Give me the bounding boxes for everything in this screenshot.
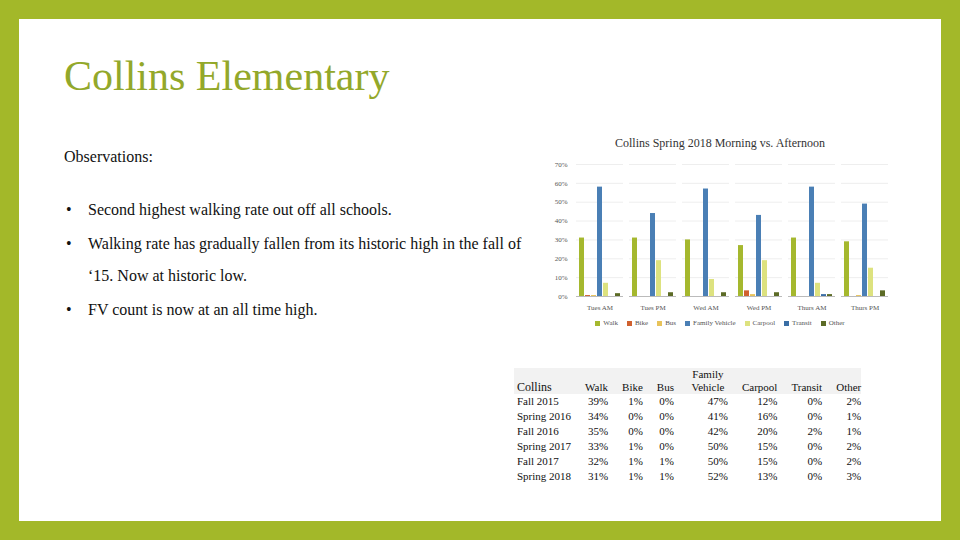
html-text:Spring 2016: Spring 2016 bbox=[517, 410, 572, 422]
svg-text:40%: 40% bbox=[555, 217, 568, 225]
svg-text:10%: 10% bbox=[555, 274, 568, 282]
svg-text:Thurs AM: Thurs AM bbox=[798, 304, 828, 312]
html-text:1%: 1% bbox=[628, 470, 643, 482]
html-text:2%: 2% bbox=[846, 455, 862, 467]
html-text:Transit: Transit bbox=[791, 381, 823, 393]
html-text:Spring 2018: Spring 2018 bbox=[517, 470, 572, 482]
svg-text:Thurs PM: Thurs PM bbox=[851, 304, 880, 312]
html-text:0%: 0% bbox=[807, 455, 823, 467]
html-text:1%: 1% bbox=[628, 455, 643, 467]
html-text:50%: 50% bbox=[707, 455, 728, 467]
html-text:Transit: Transit bbox=[792, 319, 812, 327]
html-text:32%: 32% bbox=[587, 455, 608, 467]
html-text:Fall 2017: Fall 2017 bbox=[517, 455, 559, 467]
html-text:33%: 33% bbox=[587, 440, 608, 452]
html-text:Second highest walking rate ou: Second highest walking rate out off all … bbox=[88, 201, 392, 218]
html-text:16%: 16% bbox=[757, 410, 778, 422]
html-text:0%: 0% bbox=[807, 440, 823, 452]
html-text:15%: 15% bbox=[757, 455, 778, 467]
svg-text:Tues PM: Tues PM bbox=[640, 304, 666, 312]
html-text:50%: 50% bbox=[707, 440, 728, 452]
html-text:Carpool: Carpool bbox=[752, 319, 776, 327]
html-text:3%: 3% bbox=[846, 470, 862, 482]
html-text:Fall 2015: Fall 2015 bbox=[517, 395, 559, 407]
html-text:Collins Elementary: Collins Elementary bbox=[64, 53, 390, 99]
html-text:Observations:: Observations: bbox=[64, 148, 153, 165]
html-text:FV count is now at an all time: FV count is now at an all time high. bbox=[88, 301, 318, 318]
html-text:41%: 41% bbox=[707, 410, 728, 422]
html-text:1%: 1% bbox=[659, 455, 674, 467]
html-text:Other: Other bbox=[828, 319, 845, 327]
html-text:Walk: Walk bbox=[603, 319, 618, 327]
html-text:2%: 2% bbox=[807, 425, 823, 437]
html-text:Other: Other bbox=[836, 381, 862, 393]
html-text:2%: 2% bbox=[846, 395, 862, 407]
svg-text:Wed AM: Wed AM bbox=[693, 304, 719, 312]
html-text:1%: 1% bbox=[628, 440, 643, 452]
svg-text:30%: 30% bbox=[555, 236, 568, 244]
html-text:Walk: Walk bbox=[585, 381, 608, 393]
html-text:1%: 1% bbox=[846, 425, 862, 437]
html-text:15%: 15% bbox=[757, 440, 778, 452]
html-text:Family Vehicle: Family Vehicle bbox=[691, 368, 725, 393]
html-text:13%: 13% bbox=[757, 470, 778, 482]
html-text:Bus: Bus bbox=[656, 381, 674, 393]
html-text:2%: 2% bbox=[846, 440, 862, 452]
html-text:Bike: Bike bbox=[622, 381, 643, 393]
html-text:Collins: Collins bbox=[517, 380, 552, 394]
svg-text:70%: 70% bbox=[555, 161, 568, 169]
html-text:39%: 39% bbox=[587, 395, 608, 407]
svg-text:0%: 0% bbox=[558, 293, 568, 301]
html-text:Fall 2016: Fall 2016 bbox=[517, 425, 559, 437]
html-text:0%: 0% bbox=[628, 410, 643, 422]
svg-text:Tues AM: Tues AM bbox=[587, 304, 614, 312]
html-text:0%: 0% bbox=[807, 395, 823, 407]
html-text:31%: 31% bbox=[587, 470, 608, 482]
html-text:52%: 52% bbox=[707, 470, 728, 482]
html-text:0%: 0% bbox=[659, 395, 674, 407]
html-text:Carpool: Carpool bbox=[742, 381, 778, 393]
html-text:0%: 0% bbox=[659, 425, 674, 437]
html-text:0%: 0% bbox=[807, 470, 823, 482]
html-text:1%: 1% bbox=[659, 470, 674, 482]
html-text:1%: 1% bbox=[628, 395, 643, 407]
html-text:Bike: Bike bbox=[635, 319, 649, 327]
html-text:0%: 0% bbox=[807, 410, 823, 422]
html-text:20%: 20% bbox=[757, 425, 778, 437]
html-text:42%: 42% bbox=[707, 425, 728, 437]
html-text:47%: 47% bbox=[707, 395, 728, 407]
html-text:34%: 34% bbox=[587, 410, 608, 422]
html-text:Bus: Bus bbox=[665, 319, 677, 327]
html-text:Walking rate has gradually fal: Walking rate has gradually fallen from i… bbox=[88, 235, 522, 284]
html-text:0%: 0% bbox=[659, 440, 674, 452]
svg-text:20%: 20% bbox=[555, 255, 568, 263]
html-text:Family Vehicle: Family Vehicle bbox=[693, 319, 736, 327]
svg-text:60%: 60% bbox=[555, 180, 568, 188]
html-text:12%: 12% bbox=[757, 395, 778, 407]
html-text:Collins Spring 2018 Morning vs: Collins Spring 2018 Morning vs. Afternoo… bbox=[615, 136, 825, 150]
html-text:35%: 35% bbox=[587, 425, 608, 437]
svg-text:Wed PM: Wed PM bbox=[747, 304, 772, 312]
html-text:0%: 0% bbox=[628, 425, 643, 437]
html-text:0%: 0% bbox=[659, 410, 674, 422]
html-text:1%: 1% bbox=[846, 410, 862, 422]
svg-text:50%: 50% bbox=[555, 198, 568, 206]
html-text:Spring 2017: Spring 2017 bbox=[517, 440, 572, 452]
